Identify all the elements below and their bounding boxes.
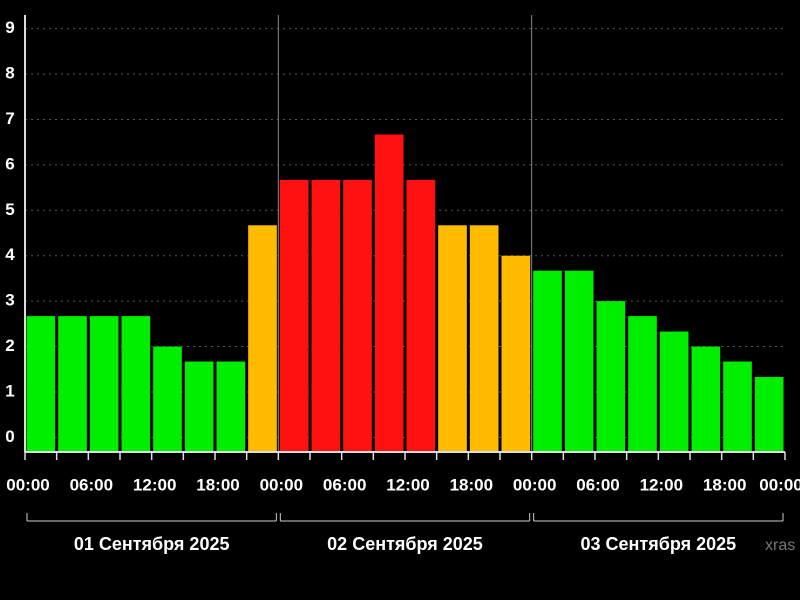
bar [26,316,56,451]
x-tick-label: 06:00 [576,475,619,494]
bar [596,301,626,451]
bar [754,376,784,451]
bar [469,225,499,451]
x-tick-label: 12:00 [133,475,176,494]
y-tick-label: 3 [5,291,14,310]
y-tick-label: 2 [5,336,14,355]
x-tick-label: 00:00 [759,475,800,494]
bar [628,316,657,451]
bar [89,316,119,451]
y-tick-label: 4 [5,245,15,264]
y-tick-label: 8 [5,64,14,83]
x-tick-label: 06:00 [70,475,113,494]
bar [691,346,721,451]
y-tick-label: 7 [5,109,14,128]
x-tick-label: 18:00 [450,475,493,494]
x-tick-label: 12:00 [386,475,429,494]
x-tick-label: 00:00 [6,475,49,494]
bar [501,255,531,451]
bar [564,270,594,451]
bar [184,361,214,451]
bar [279,179,309,452]
bar [121,316,151,451]
y-tick-label: 5 [5,200,14,219]
bar [311,179,341,452]
bar [533,270,562,451]
day-label: 02 Сентября 2025 [327,534,483,554]
bar [438,225,467,451]
x-tick-label: 00:00 [513,475,556,494]
watermark: xras [765,537,795,554]
x-tick-label: 00:00 [260,475,303,494]
day-label: 03 Сентября 2025 [581,534,737,554]
y-tick-label: 6 [5,154,14,173]
x-tick-label: 18:00 [196,475,239,494]
bar [58,316,87,451]
bar [374,134,404,451]
day-label: 01 Сентября 2025 [74,534,230,554]
bar [406,179,436,452]
x-tick-label: 06:00 [323,475,366,494]
bar [659,331,689,451]
bar [248,225,277,451]
bar [216,361,246,451]
bar [343,179,372,452]
y-tick-label: 9 [5,18,14,37]
bar [153,346,182,451]
x-tick-label: 18:00 [703,475,746,494]
x-tick-label: 12:00 [640,475,683,494]
bar [723,361,752,451]
y-tick-label: 0 [5,427,14,446]
y-tick-label: 1 [5,381,14,400]
